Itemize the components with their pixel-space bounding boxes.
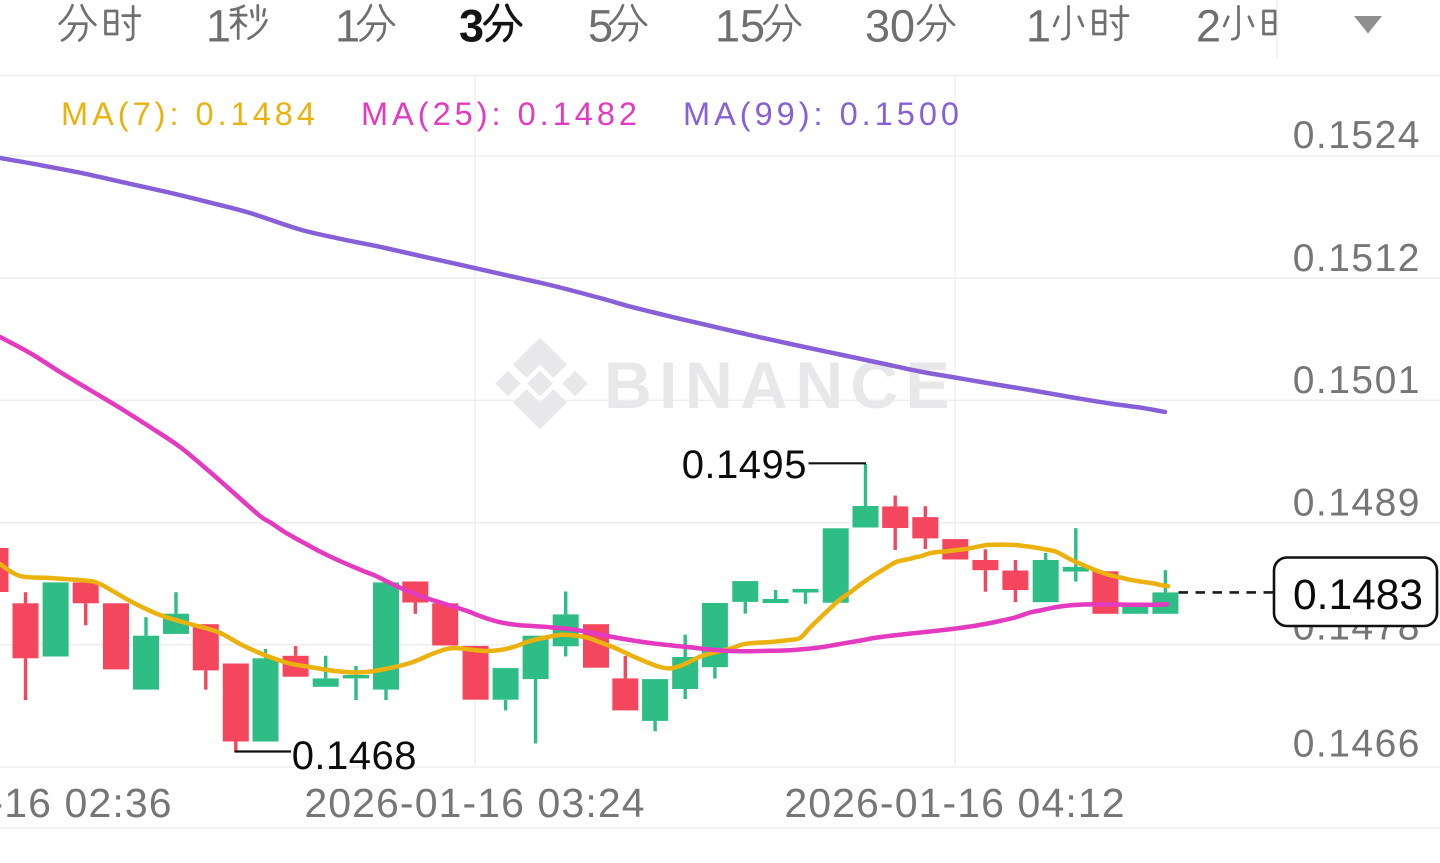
svg-text:BINANCE: BINANCE	[604, 348, 957, 422]
svg-text:0.1468: 0.1468	[292, 734, 417, 778]
svg-text:MA(7): 0.1484: MA(7): 0.1484	[61, 96, 319, 132]
svg-text:0.1524: 0.1524	[1293, 114, 1421, 157]
svg-text:0.1495: 0.1495	[682, 443, 807, 487]
svg-text:1: 1	[206, 1, 231, 52]
svg-text:15: 15	[715, 1, 765, 52]
svg-text:0.1489: 0.1489	[1293, 482, 1421, 525]
svg-text:0.1466: 0.1466	[1293, 723, 1421, 766]
svg-text:0.1483: 0.1483	[1293, 572, 1423, 619]
svg-text:1: 1	[335, 1, 360, 52]
svg-text:3: 3	[459, 1, 484, 52]
svg-text:2: 2	[1196, 1, 1221, 52]
svg-text:1: 1	[1026, 1, 1051, 52]
svg-text:MA(25): 0.1482: MA(25): 0.1482	[361, 96, 641, 132]
svg-text:30: 30	[865, 1, 915, 52]
svg-text:5: 5	[588, 1, 613, 52]
svg-text:MA(99): 0.1500: MA(99): 0.1500	[683, 96, 963, 132]
svg-text:0.1501: 0.1501	[1293, 359, 1421, 402]
svg-text:2026-01-16 02:36: 2026-01-16 02:36	[0, 780, 173, 826]
svg-text:2026-01-16 03:24: 2026-01-16 03:24	[304, 780, 645, 826]
svg-text:0.1512: 0.1512	[1293, 237, 1421, 280]
svg-text:2026-01-16 04:12: 2026-01-16 04:12	[784, 780, 1125, 826]
